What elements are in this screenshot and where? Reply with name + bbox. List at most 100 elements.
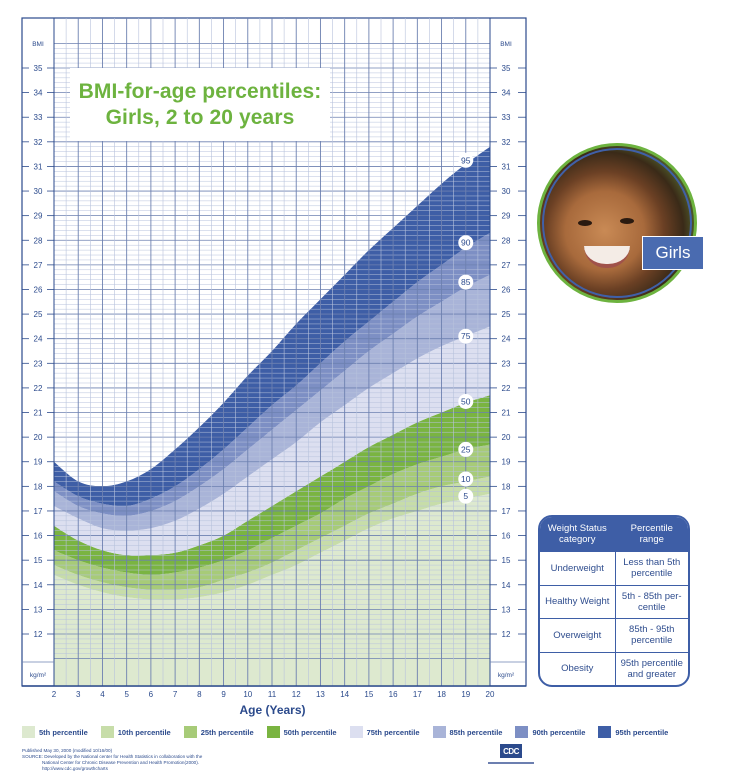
status-category: Underweight: [540, 551, 616, 586]
x-tick-label: 11: [268, 690, 277, 699]
table-header-category: Weight Status category: [540, 517, 616, 552]
y-tick-label: 20: [502, 433, 511, 442]
band-p75-p85: [54, 274, 490, 531]
x-tick-label: 10: [243, 690, 252, 699]
photo-ring: [542, 148, 692, 298]
legend-label: 5th percentile: [39, 727, 88, 737]
x-tick-label: 8: [197, 690, 202, 699]
legend-label: 85th percentile: [449, 727, 503, 737]
y-tick-label: 13: [34, 605, 43, 614]
y-tick-label: 25: [502, 310, 511, 319]
y-tick-label: 34: [34, 89, 43, 98]
girls-badge: Girls: [642, 236, 704, 270]
x-tick-label: 4: [100, 690, 105, 699]
y-tick-label: 29: [34, 212, 43, 221]
girl-photo: [537, 143, 697, 303]
y-tick-label: 31: [502, 162, 511, 171]
y-axis-unit-bottom: kg/m²: [30, 672, 47, 679]
legend-swatch: [515, 726, 529, 738]
y-tick-label: 24: [34, 335, 43, 344]
y-tick-label: 32: [34, 138, 43, 147]
percentile-label: 5: [463, 491, 468, 501]
status-category: Overweight: [540, 618, 616, 653]
legend-item: 85th percentile: [432, 726, 503, 738]
x-tick-label: 19: [461, 690, 470, 699]
percentile-label-badge: [458, 152, 474, 168]
cdc-logo-caption: [488, 762, 534, 764]
y-tick-label: 33: [34, 113, 43, 122]
chart-title-line-2: Girls, 2 to 20 years: [105, 105, 295, 129]
y-tick-label: 16: [34, 532, 43, 541]
legend-label: 75th percentile: [366, 727, 420, 737]
y-tick-label: 12: [502, 630, 511, 639]
table-header-range: Percentile range: [614, 517, 688, 552]
legend-label: 95th percentile: [615, 727, 669, 737]
percentile-label-badge: [458, 328, 474, 344]
y-tick-label: 29: [502, 212, 511, 221]
y-tick-label: 12: [34, 630, 43, 639]
x-tick-label: 2: [52, 690, 57, 699]
status-category: Healthy Weight: [540, 584, 616, 619]
footer-published: Published May 30, 2000 (modified 10/16/0…: [22, 748, 113, 753]
y-tick-label: 17: [502, 507, 511, 516]
status-range: 5th - 85th per-centile: [614, 584, 688, 619]
y-tick-label: 28: [502, 236, 511, 245]
legend-item: 50th percentile: [266, 726, 337, 738]
percentile-label-badge: [458, 488, 474, 504]
y-tick-label: 35: [34, 64, 43, 73]
legend-swatch: [183, 726, 197, 738]
chart-title-box: BMI-for-age percentiles: Girls, 2 to 20 …: [70, 68, 330, 141]
eye-right-shape: [620, 218, 634, 224]
y-tick-label: 23: [34, 359, 43, 368]
y-tick-label: 16: [502, 532, 511, 541]
table-row: Healthy Weight 5th - 85th per-centile: [540, 584, 688, 619]
y-tick-label: 21: [34, 409, 43, 418]
table-row: Underweight Less than 5th percentile: [540, 551, 688, 586]
y-tick-label: 19: [502, 458, 511, 467]
band-p5-p10: [54, 476, 490, 600]
y-tick-label: 18: [34, 482, 43, 491]
y-axis-unit-top: BMI: [500, 41, 512, 48]
smile-shape: [584, 246, 630, 268]
x-tick-label: 3: [76, 690, 81, 699]
status-category: Obesity: [540, 651, 616, 685]
status-range: Less than 5th percentile: [614, 551, 688, 586]
y-tick-label: 31: [34, 162, 43, 171]
footer-source-line-1: SOURCE: Developed by the National center…: [22, 754, 203, 759]
legend-item: 5th percentile: [22, 726, 88, 738]
footer-source-line-2: National Center for Chronic Disease Prev…: [42, 760, 200, 765]
y-tick-label: 25: [34, 310, 43, 319]
x-tick-label: 20: [486, 690, 495, 699]
legend-item: 95th percentile: [598, 726, 668, 738]
cdc-logo: CDC: [500, 744, 522, 758]
y-tick-label: 30: [34, 187, 43, 196]
x-tick-label: 9: [221, 690, 226, 699]
y-tick-label: 14: [502, 581, 511, 590]
y-tick-label: 32: [502, 138, 511, 147]
percentile-label-badge: [458, 393, 474, 409]
y-tick-label: 35: [502, 64, 511, 73]
y-tick-label: 23: [502, 359, 511, 368]
legend-swatch: [349, 726, 363, 738]
y-tick-label: 15: [34, 556, 43, 565]
y-axis-unit-bottom: kg/m²: [498, 672, 515, 679]
table-row: Overweight 85th - 95th percentile: [540, 618, 688, 653]
y-tick-label: 30: [502, 187, 511, 196]
y-axis-unit-top: BMI: [32, 41, 44, 48]
table-row: Obesity 95th percentile and greater: [540, 651, 688, 685]
y-tick-label: 26: [34, 285, 43, 294]
percentile-label: 95: [461, 155, 471, 165]
weight-status-table: Weight Status category Percentile range …: [538, 515, 690, 687]
percentile-label: 75: [461, 331, 471, 341]
x-tick-label: 7: [173, 690, 178, 699]
percentile-label-badge: [458, 441, 474, 457]
band-p90-p95: [54, 146, 490, 507]
percentile-label-badge: [458, 235, 474, 251]
x-tick-label: 13: [316, 690, 325, 699]
x-axis-title: Age (Years): [239, 703, 306, 717]
x-tick-label: 14: [340, 690, 349, 699]
y-tick-label: 18: [502, 482, 511, 491]
x-tick-label: 6: [149, 690, 154, 699]
chart-title-line-1: BMI-for-age percentiles:: [78, 79, 322, 103]
legend-swatch: [598, 726, 612, 738]
